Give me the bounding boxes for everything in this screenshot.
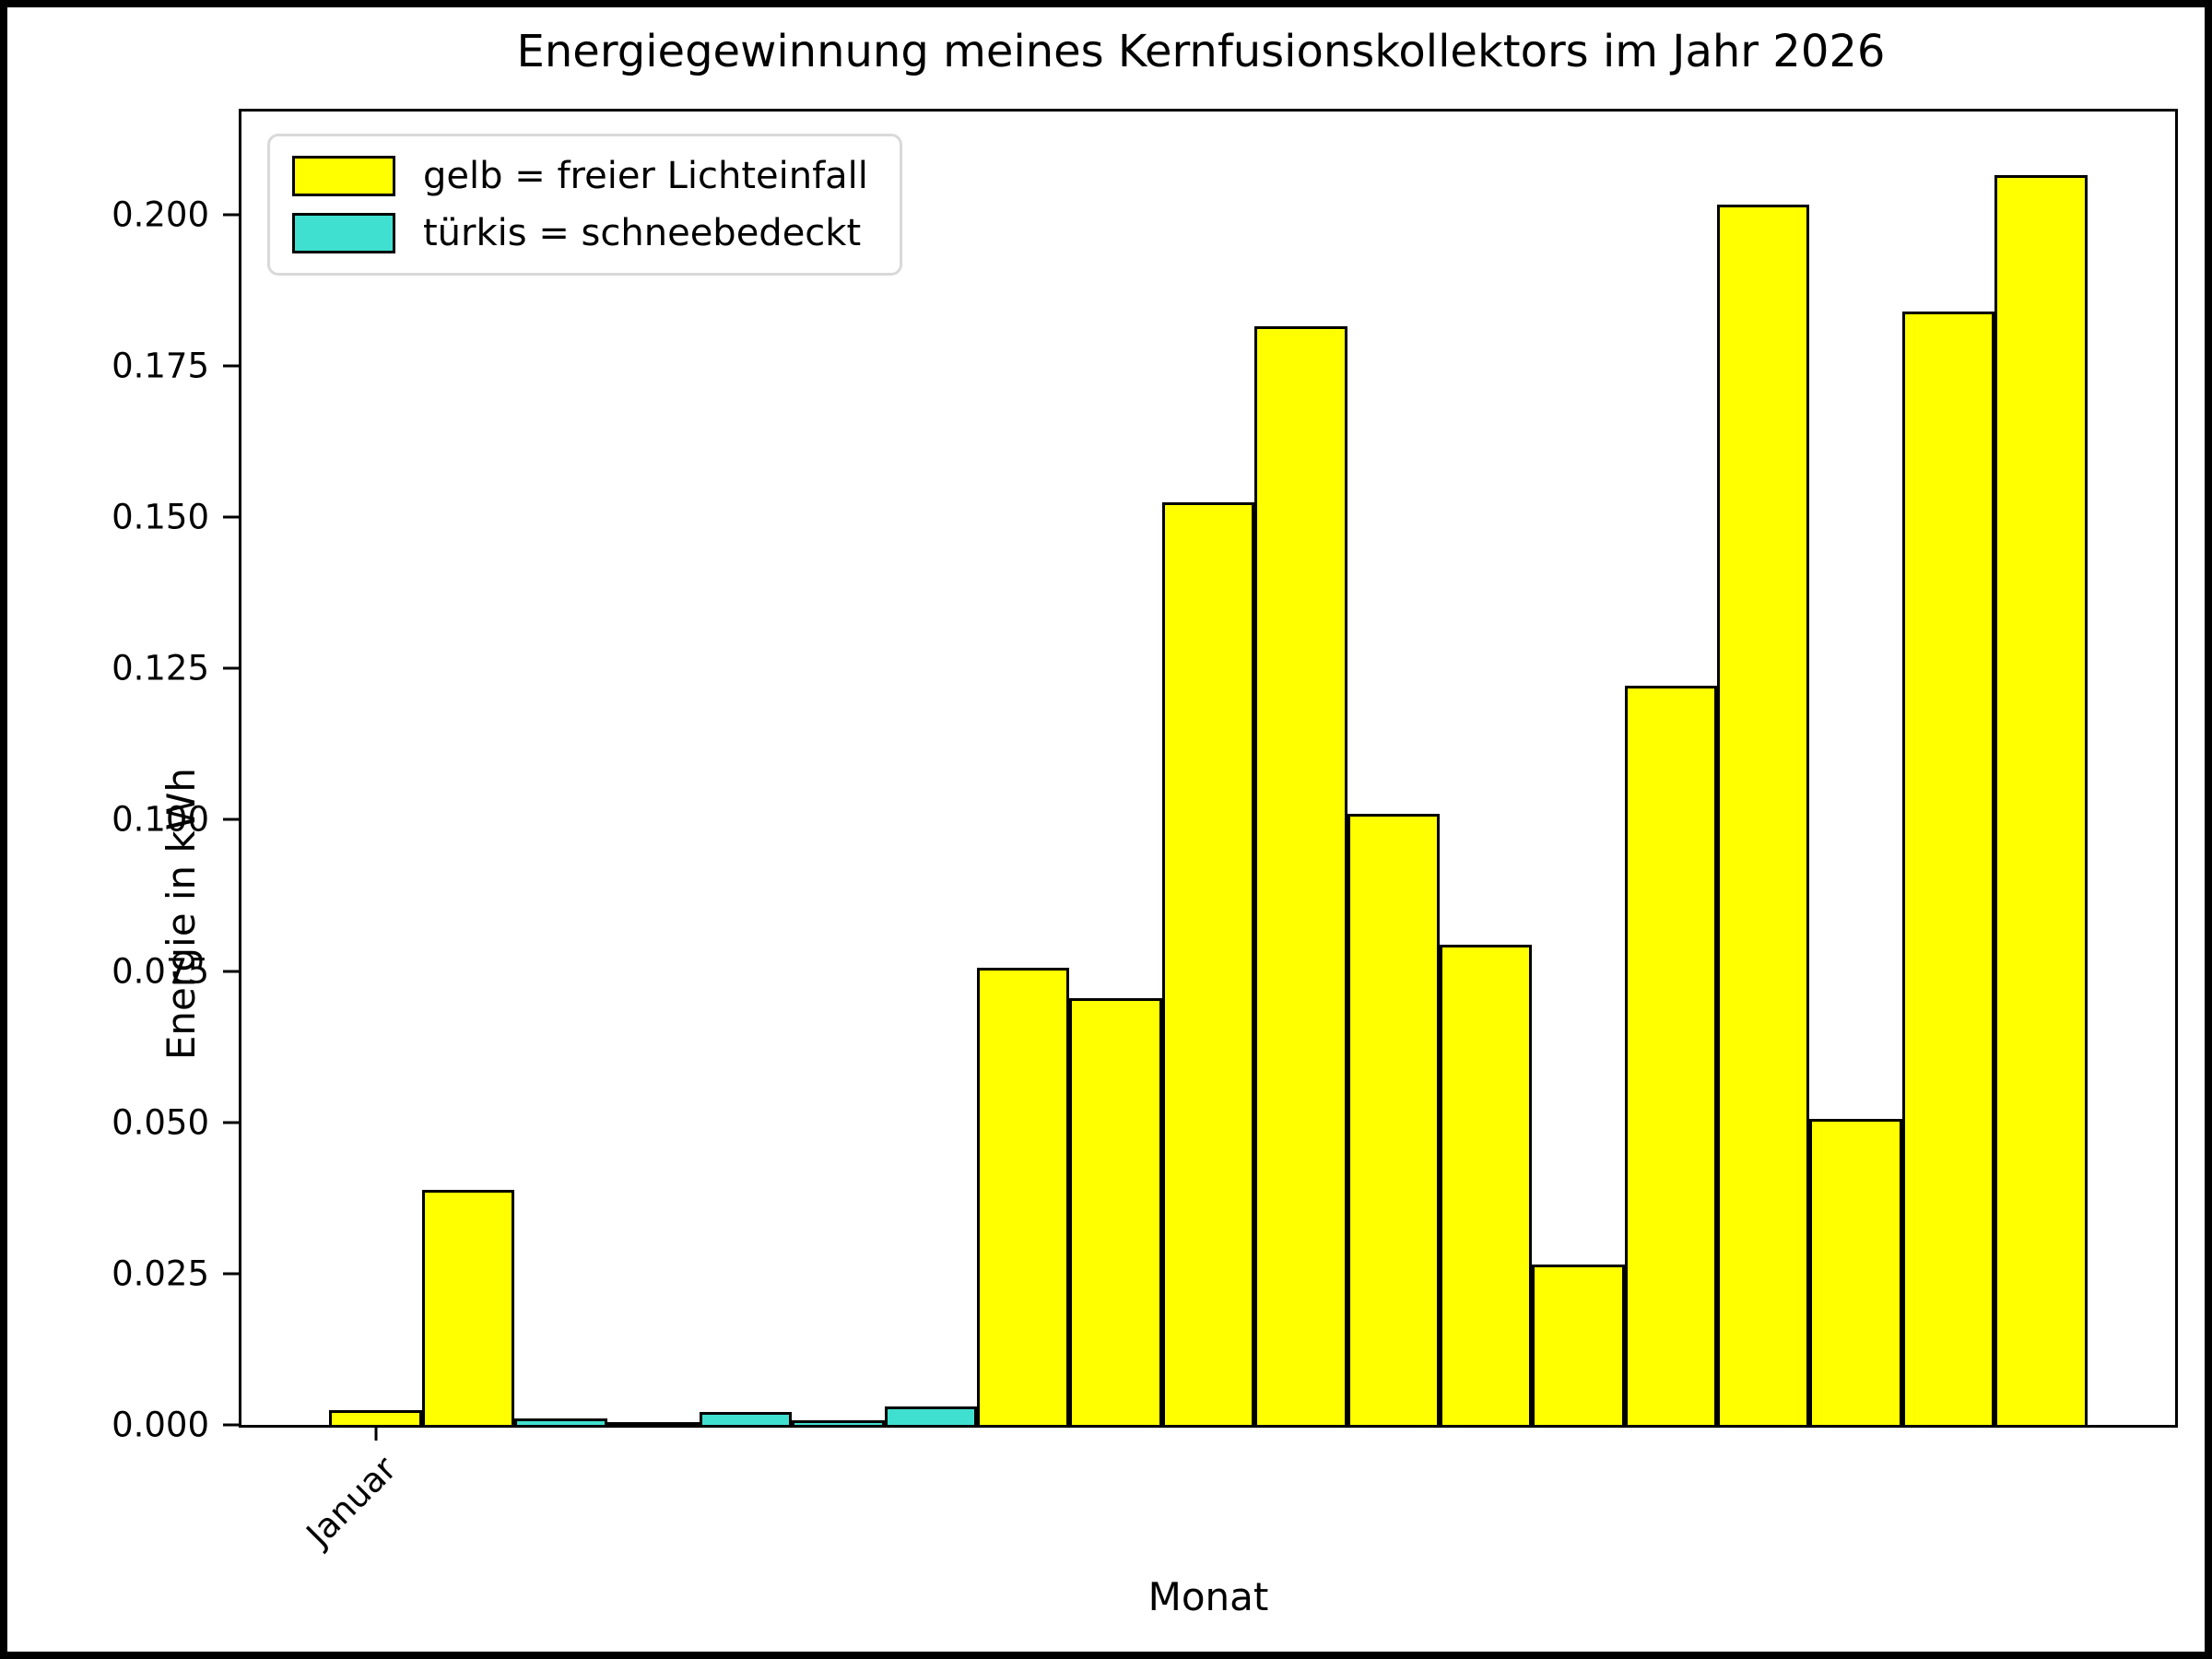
chart-title: Energiegewinnung meines Kernfusionskolle…	[516, 26, 1886, 77]
bar-2-yellow	[421, 1190, 515, 1425]
legend-label-snow-covered: türkis = schneebedeckt	[423, 212, 862, 254]
x-axis-label: Monat	[1147, 1574, 1269, 1619]
plot-area: gelb = freier Lichteinfall türkis = schn…	[112, 109, 2178, 1554]
bar-14-yellow	[1532, 1264, 1625, 1425]
bar-10-yellow	[1161, 501, 1255, 1425]
y-tick-mark	[223, 818, 239, 821]
y-tick-label: 0.000	[112, 1405, 209, 1445]
y-tick-label: 0.075	[112, 951, 209, 991]
y-tick-label: 0.150	[112, 497, 209, 537]
bar-12-yellow	[1347, 813, 1440, 1425]
x-tick-mark	[374, 1425, 378, 1441]
y-tick-label: 0.200	[112, 194, 209, 235]
bar-4-turquoise	[606, 1422, 700, 1425]
bar-13-yellow	[1439, 945, 1533, 1425]
bar-8-yellow	[977, 967, 1070, 1425]
legend-swatch-yellow	[292, 156, 395, 196]
legend-item-free-light: gelb = freier Lichteinfall	[292, 155, 868, 197]
bar-19-yellow	[1994, 174, 2088, 1425]
bar-18-yellow	[1901, 312, 1995, 1425]
y-tick-mark	[223, 1272, 239, 1276]
y-tick-label: 0.025	[112, 1253, 209, 1294]
bar-9-yellow	[1069, 998, 1162, 1425]
y-tick-mark	[223, 666, 239, 670]
legend-label-free-light: gelb = freier Lichteinfall	[423, 155, 868, 197]
y-tick-mark	[223, 970, 239, 972]
legend-item-snow-covered: türkis = schneebedeckt	[292, 212, 868, 254]
bar-3-turquoise	[514, 1418, 607, 1425]
x-tick-label-januar: Januar	[298, 1449, 404, 1555]
y-tick-mark	[223, 213, 239, 217]
bar-1-yellow	[329, 1410, 422, 1425]
y-tick-mark	[223, 1423, 239, 1427]
y-tick-label: 0.100	[112, 799, 209, 840]
y-tick-mark	[223, 1121, 239, 1124]
legend-swatch-turquoise	[292, 213, 395, 253]
y-tick-label: 0.050	[112, 1102, 209, 1143]
bar-5-turquoise	[699, 1411, 793, 1425]
bar-6-turquoise	[792, 1419, 885, 1425]
bar-17-yellow	[1809, 1118, 1902, 1425]
y-tick-mark	[223, 515, 239, 519]
bar-11-yellow	[1254, 326, 1347, 1425]
y-tick-mark	[223, 364, 239, 368]
bar-7-turquoise	[884, 1406, 978, 1425]
bar-16-yellow	[1717, 205, 1810, 1425]
y-tick-label: 0.175	[112, 346, 209, 386]
legend: gelb = freier Lichteinfall türkis = schn…	[267, 134, 902, 276]
bar-15-yellow	[1624, 686, 1718, 1425]
y-axis-label: Energie in kWh	[159, 768, 205, 1061]
y-tick-label: 0.125	[112, 648, 209, 688]
